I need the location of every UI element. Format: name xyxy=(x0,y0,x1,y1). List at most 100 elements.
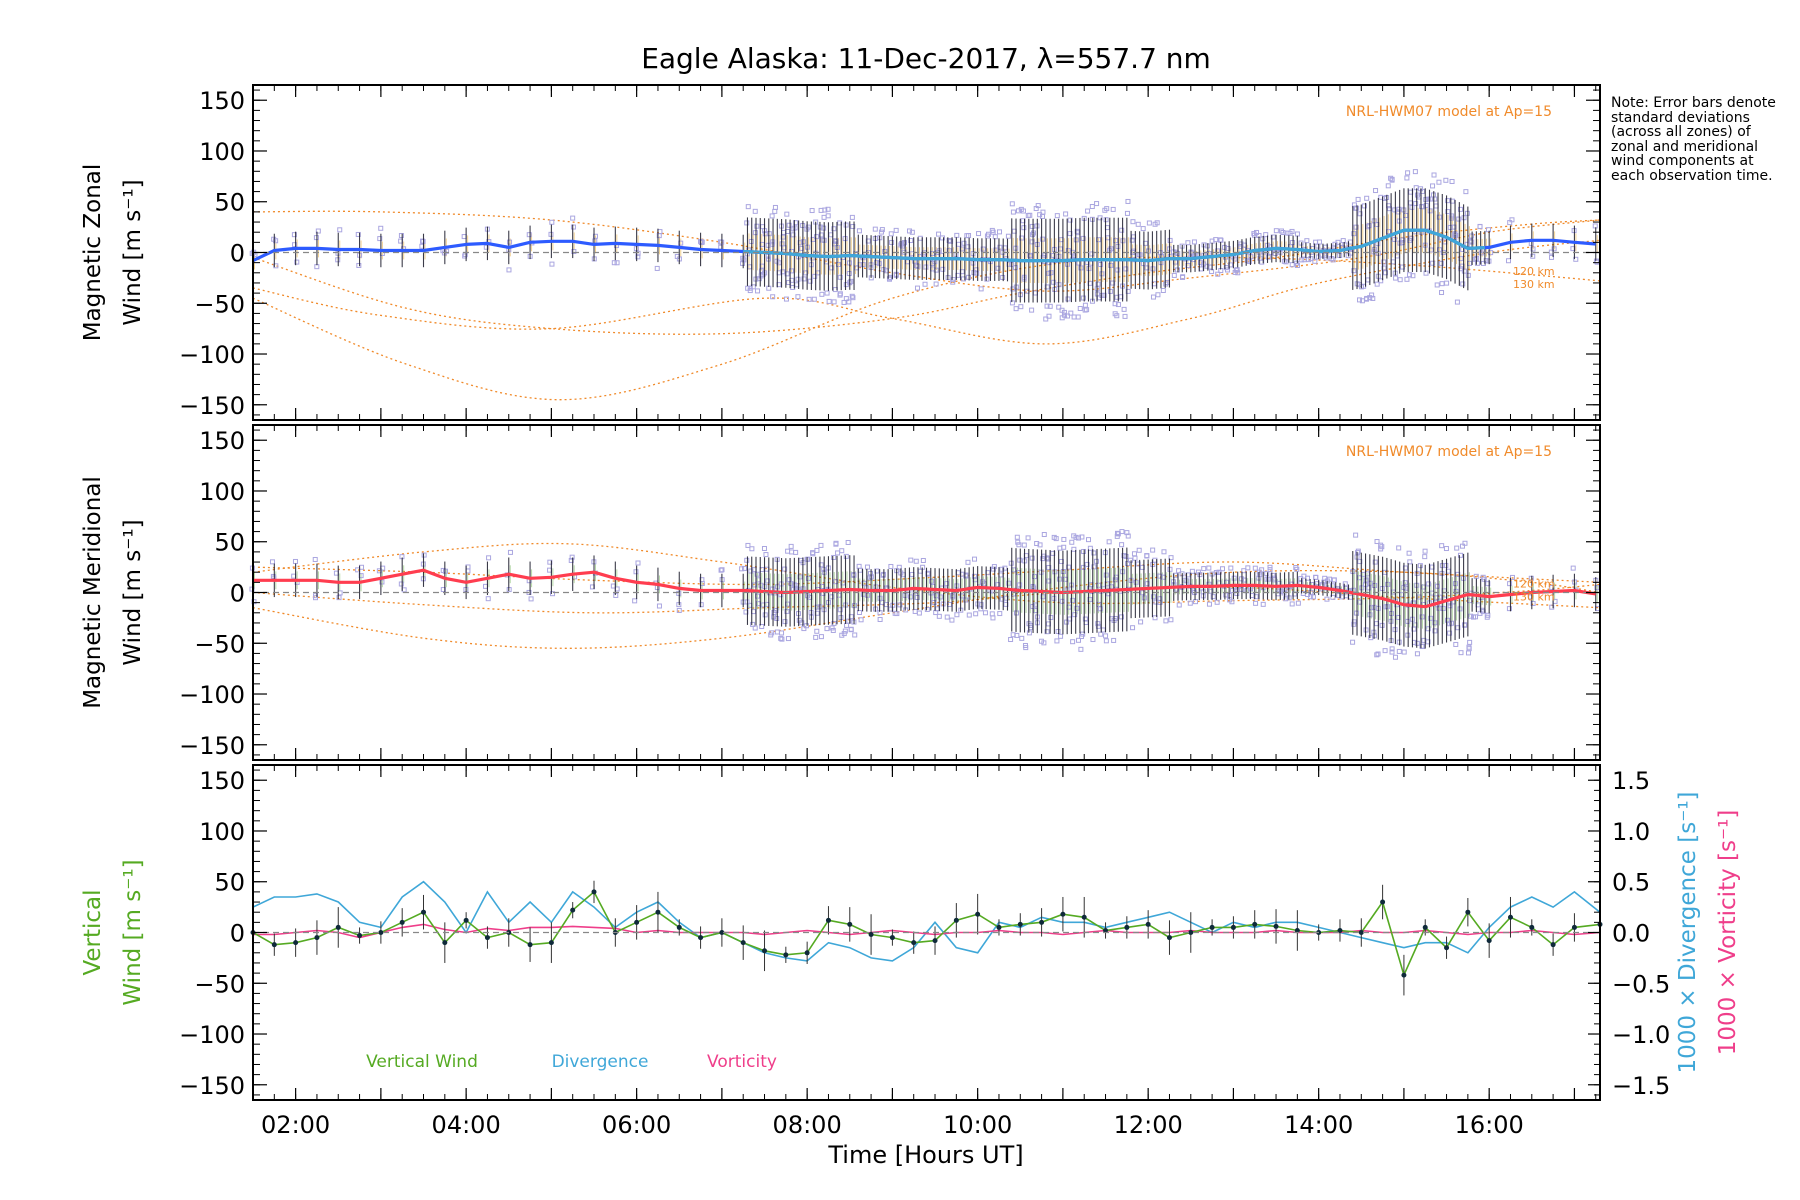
zone-sample xyxy=(989,611,995,617)
zone-sample xyxy=(1047,303,1053,309)
zone-sample xyxy=(1359,585,1365,591)
zone-sample xyxy=(797,574,803,580)
zone-sample xyxy=(1485,612,1491,618)
zone-sample xyxy=(1340,238,1346,244)
zone-sample xyxy=(1447,603,1453,609)
zone-sample xyxy=(1086,266,1092,272)
zone-sample xyxy=(801,626,807,632)
y-tick-label: 150 xyxy=(199,767,245,795)
zone-sample xyxy=(806,296,812,302)
zone-sample xyxy=(973,611,979,617)
zone-sample xyxy=(747,264,753,270)
zone-sample xyxy=(1443,177,1449,183)
zone-sample xyxy=(1506,606,1512,612)
zone-sample xyxy=(1389,646,1395,652)
zone-sample xyxy=(774,615,780,621)
zone-sample xyxy=(997,611,1003,617)
zone-sample xyxy=(892,610,898,616)
zone-sample xyxy=(313,595,319,601)
zone-sample xyxy=(1197,260,1203,266)
zone-sample xyxy=(1331,577,1337,583)
chart-title: Eagle Alaska: 11-Dec-2017, λ=557.7 nm xyxy=(641,42,1211,75)
y-tick-label: −100 xyxy=(179,681,245,709)
zone-sample xyxy=(1473,573,1479,579)
zone-sample xyxy=(1366,585,1372,591)
zone-sample xyxy=(744,220,750,226)
zone-sample xyxy=(789,549,795,555)
zone-sample xyxy=(1414,640,1420,646)
zone-sample xyxy=(1135,221,1141,227)
model-curve-4 xyxy=(252,239,1601,345)
zone-sample xyxy=(1059,315,1065,321)
zone-sample xyxy=(1457,606,1463,612)
zone-sample xyxy=(1123,553,1129,559)
zone-sample xyxy=(745,542,751,548)
zone-sample xyxy=(635,254,641,260)
model-alt-label-130: 130 km xyxy=(1513,591,1555,604)
zone-sample xyxy=(526,232,532,238)
zone-sample xyxy=(786,222,792,228)
zone-sample xyxy=(1107,288,1113,294)
zone-sample xyxy=(1439,290,1445,296)
zone-sample xyxy=(1044,284,1050,290)
zone-sample xyxy=(1061,309,1067,315)
zone-sample xyxy=(1410,273,1416,279)
zone-sample xyxy=(1396,545,1402,551)
zone-sample xyxy=(1075,637,1081,643)
vertical-wind-point xyxy=(1358,930,1364,935)
zone-sample xyxy=(849,214,855,220)
zone-sample xyxy=(745,204,751,210)
zone-sample xyxy=(698,602,704,608)
zone-sample xyxy=(842,628,848,634)
zone-sample xyxy=(1430,260,1436,266)
x-tick-label: 08:00 xyxy=(773,1111,842,1139)
zone-sample xyxy=(1005,233,1011,239)
zone-sample xyxy=(1428,615,1434,621)
x-tick-label: 14:00 xyxy=(1284,1111,1353,1139)
zone-sample xyxy=(940,266,946,272)
vertical-wind-point xyxy=(953,917,959,923)
zone-sample xyxy=(841,631,847,637)
zone-sample xyxy=(1064,619,1070,625)
zone-sample xyxy=(1041,532,1047,538)
zone-sample xyxy=(897,602,903,608)
vertical-wind-point xyxy=(932,938,938,944)
zone-sample xyxy=(997,229,1003,235)
zone-sample xyxy=(1114,533,1120,539)
zone-sample xyxy=(1422,548,1428,554)
zone-sample xyxy=(1594,585,1600,591)
zone-sample xyxy=(1460,281,1466,287)
zone-sample xyxy=(1229,599,1235,605)
zone-sample xyxy=(790,226,796,232)
zone-sample xyxy=(1432,620,1438,626)
zone-sample xyxy=(1308,594,1314,600)
zone-sample xyxy=(880,572,886,578)
zone-sample xyxy=(1449,620,1455,626)
zone-sample xyxy=(1573,256,1579,262)
zone-sample xyxy=(1168,617,1174,623)
zone-sample xyxy=(1074,605,1080,611)
zone-sample xyxy=(786,577,792,583)
zone-sample xyxy=(1150,266,1156,272)
vertical-wind-point xyxy=(1401,972,1407,978)
zone-sample xyxy=(1374,652,1380,658)
x-tick-label: 04:00 xyxy=(432,1111,501,1139)
zone-sample xyxy=(592,238,598,244)
vertical-wind-point xyxy=(1337,927,1343,933)
zone-sample xyxy=(1097,606,1103,612)
vertical-wind-point xyxy=(442,940,448,946)
zone-sample xyxy=(1048,270,1054,276)
zone-sample xyxy=(1264,571,1270,577)
zone-sample xyxy=(936,613,942,619)
zone-sample xyxy=(1466,644,1472,650)
zone-sample xyxy=(1374,539,1380,545)
zone-sample xyxy=(336,595,342,601)
zone-sample xyxy=(852,632,858,638)
zone-sample xyxy=(1061,536,1067,542)
zone-sample xyxy=(549,261,555,267)
y-tick-label: 100 xyxy=(199,818,245,846)
zone-sample xyxy=(966,612,972,618)
zone-sample xyxy=(485,596,491,602)
vertical-wind-point xyxy=(825,917,831,923)
